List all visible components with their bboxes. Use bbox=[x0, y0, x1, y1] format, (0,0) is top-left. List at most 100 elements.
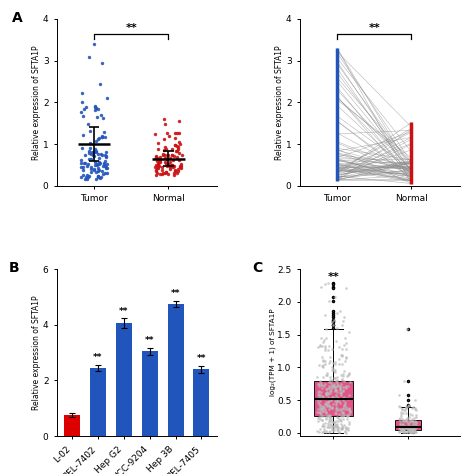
Point bbox=[403, 424, 410, 432]
Point bbox=[319, 416, 326, 424]
Point bbox=[325, 390, 332, 397]
Point bbox=[346, 420, 353, 428]
Point bbox=[315, 387, 323, 395]
Text: **: ** bbox=[368, 23, 380, 33]
Point bbox=[334, 420, 341, 428]
Point bbox=[84, 173, 91, 181]
Point bbox=[326, 424, 333, 431]
Point bbox=[78, 99, 85, 106]
Point bbox=[91, 106, 99, 113]
Point bbox=[343, 394, 351, 402]
Point bbox=[172, 167, 179, 175]
Point bbox=[91, 148, 98, 155]
Point bbox=[314, 396, 321, 403]
Point bbox=[79, 112, 87, 120]
Point bbox=[339, 373, 347, 380]
Point bbox=[338, 321, 346, 329]
Point bbox=[317, 394, 325, 401]
Point bbox=[99, 151, 106, 158]
Point bbox=[404, 420, 411, 428]
Point bbox=[174, 167, 182, 175]
Point bbox=[410, 428, 418, 435]
Point bbox=[411, 404, 419, 412]
Point bbox=[338, 346, 346, 353]
Point bbox=[342, 425, 349, 433]
Point bbox=[398, 405, 405, 412]
Point bbox=[330, 422, 338, 429]
Point bbox=[406, 401, 413, 409]
Point bbox=[103, 161, 110, 168]
PathPatch shape bbox=[395, 420, 421, 429]
Point bbox=[345, 391, 353, 399]
Point bbox=[314, 388, 322, 396]
Point bbox=[406, 428, 414, 436]
Point bbox=[333, 310, 341, 317]
Point bbox=[328, 387, 335, 395]
Point bbox=[340, 411, 348, 419]
Point bbox=[322, 389, 330, 397]
Point bbox=[339, 416, 347, 423]
Point bbox=[321, 346, 329, 354]
Point bbox=[318, 362, 326, 370]
Point bbox=[396, 391, 403, 399]
Point bbox=[345, 405, 353, 412]
Point bbox=[328, 381, 336, 389]
Point bbox=[328, 345, 336, 353]
Point bbox=[409, 423, 417, 430]
Bar bbox=[64, 415, 80, 436]
Point bbox=[326, 379, 333, 386]
Point bbox=[327, 414, 335, 421]
Point bbox=[412, 428, 420, 436]
Point bbox=[410, 425, 418, 433]
Point bbox=[326, 413, 334, 420]
Point bbox=[338, 424, 346, 431]
Point bbox=[326, 376, 334, 384]
Point bbox=[397, 420, 404, 428]
Point bbox=[326, 373, 334, 381]
Point bbox=[408, 428, 415, 436]
Point bbox=[398, 426, 406, 433]
Point bbox=[156, 153, 164, 161]
Point bbox=[80, 105, 88, 113]
Point bbox=[82, 173, 90, 181]
Point bbox=[168, 161, 176, 169]
Point bbox=[340, 403, 348, 410]
Point bbox=[330, 374, 337, 382]
Point bbox=[332, 391, 339, 399]
Point bbox=[400, 424, 408, 431]
Point bbox=[340, 342, 348, 349]
Point bbox=[326, 383, 334, 391]
Point bbox=[319, 412, 327, 420]
Point bbox=[325, 401, 333, 409]
Point bbox=[336, 399, 344, 406]
Point bbox=[153, 162, 160, 169]
Point bbox=[96, 81, 104, 88]
Point bbox=[169, 156, 176, 164]
Point bbox=[332, 404, 340, 412]
Point bbox=[410, 428, 418, 436]
Point bbox=[337, 417, 345, 424]
Point bbox=[333, 376, 341, 383]
Point bbox=[94, 167, 102, 174]
Point bbox=[404, 424, 411, 432]
Point bbox=[322, 280, 329, 288]
Point bbox=[92, 169, 100, 176]
Point bbox=[333, 399, 340, 407]
Text: B: B bbox=[9, 261, 19, 275]
Point bbox=[153, 155, 161, 162]
Point bbox=[313, 408, 321, 416]
Point bbox=[399, 423, 406, 430]
Point bbox=[324, 390, 331, 397]
Point bbox=[339, 318, 347, 325]
Point bbox=[335, 414, 342, 422]
Point bbox=[156, 156, 164, 164]
Point bbox=[325, 346, 332, 354]
Point bbox=[319, 393, 326, 401]
Point bbox=[336, 356, 343, 363]
Point bbox=[345, 370, 353, 377]
Point bbox=[397, 427, 404, 435]
Point bbox=[331, 420, 338, 428]
Point bbox=[322, 326, 330, 333]
Point bbox=[344, 416, 351, 423]
Point bbox=[404, 427, 412, 434]
